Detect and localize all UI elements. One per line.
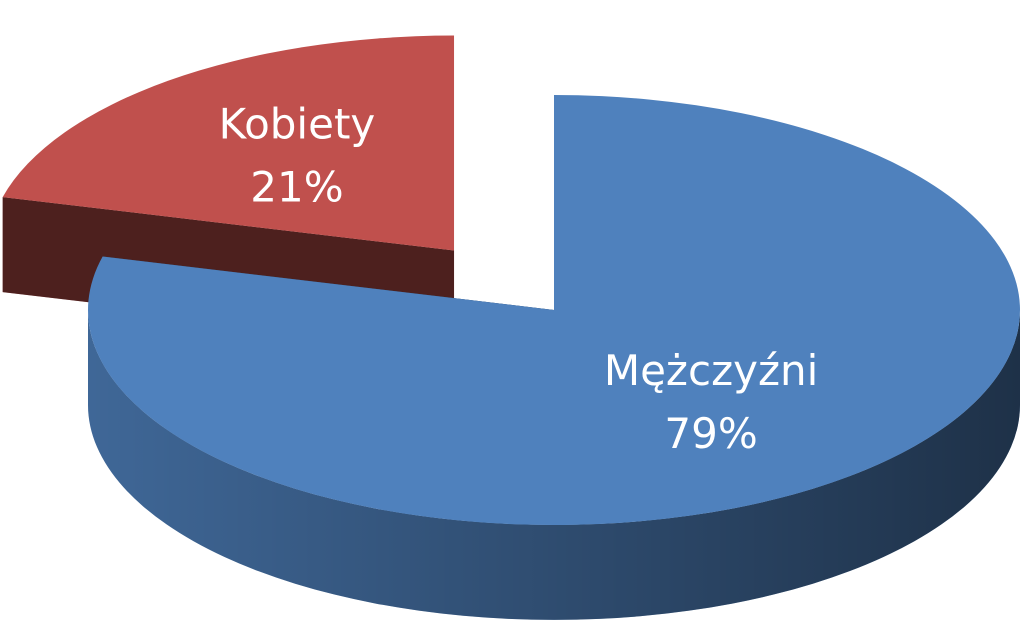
slice-value-label: 79% [664, 409, 757, 458]
pie-slice [88, 95, 1020, 620]
slice-wall-shade [88, 310, 1020, 620]
slice-value-label: 21% [250, 163, 343, 212]
slice-label: Kobiety [219, 100, 376, 149]
slice-label: Mężczyźni [604, 346, 818, 395]
slice-top [2, 35, 455, 251]
slice-top [88, 95, 1020, 525]
